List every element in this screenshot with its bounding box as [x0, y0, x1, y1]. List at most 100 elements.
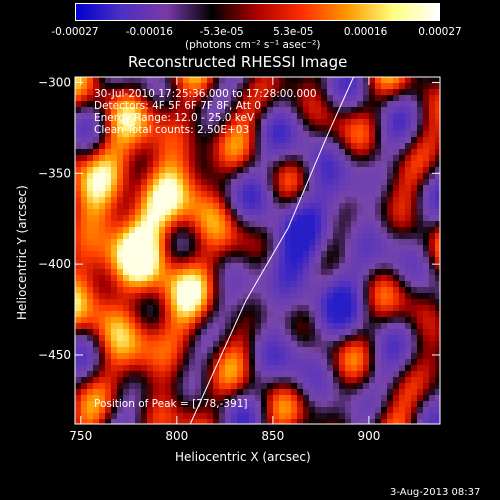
heatmap-cell	[333, 185, 340, 192]
heatmap-cell	[351, 173, 358, 180]
heatmap-cell	[255, 293, 262, 300]
heatmap-cell	[183, 383, 190, 390]
heatmap-cell	[99, 179, 106, 186]
heatmap-cell	[381, 317, 388, 324]
heatmap-cell	[417, 89, 424, 96]
heatmap-cell	[363, 221, 370, 228]
heatmap-cell	[411, 113, 418, 120]
heatmap-cell	[195, 173, 202, 180]
heatmap-cell	[243, 269, 250, 276]
heatmap-cell	[75, 287, 82, 294]
heatmap-cell	[201, 245, 208, 252]
heatmap-cell	[213, 215, 220, 222]
heatmap-cell	[177, 287, 184, 294]
heatmap-cell	[285, 251, 292, 258]
heatmap-cell	[219, 77, 226, 84]
heatmap-cell	[225, 347, 232, 354]
heatmap-cell	[363, 113, 370, 120]
heatmap-cell	[423, 263, 430, 270]
heatmap-cell	[99, 335, 106, 342]
heatmap-cell	[393, 383, 400, 390]
heatmap-cell	[93, 239, 100, 246]
heatmap-cell	[351, 263, 358, 270]
heatmap-cell	[93, 371, 100, 378]
heatmap-cell	[135, 299, 142, 306]
heatmap-cell	[159, 305, 166, 312]
heatmap-cell	[183, 365, 190, 372]
heatmap-cell	[117, 305, 124, 312]
heatmap-cell	[87, 365, 94, 372]
heatmap-cell	[183, 257, 190, 264]
heatmap-cell	[315, 77, 322, 84]
heatmap-cell	[273, 221, 280, 228]
heatmap-cell	[99, 215, 106, 222]
heatmap-cell	[291, 155, 298, 162]
heatmap-cell	[411, 185, 418, 192]
heatmap-cell	[129, 293, 136, 300]
heatmap-cell	[87, 299, 94, 306]
heatmap-cell	[237, 251, 244, 258]
heatmap-cell	[87, 383, 94, 390]
heatmap-cell	[255, 269, 262, 276]
heatmap-cell	[171, 77, 178, 84]
heatmap-cell	[93, 185, 100, 192]
heatmap-cell	[231, 263, 238, 270]
heatmap-cell	[105, 149, 112, 156]
heatmap-cell	[243, 293, 250, 300]
heatmap-cell	[279, 221, 286, 228]
heatmap-cell	[99, 149, 106, 156]
heatmap-cell	[195, 137, 202, 144]
heatmap-cell	[363, 269, 370, 276]
heatmap-cell	[279, 407, 286, 414]
heatmap-cell	[309, 209, 316, 216]
heatmap-cell	[309, 371, 316, 378]
heatmap-cell	[261, 155, 268, 162]
heatmap-cell	[357, 209, 364, 216]
heatmap-cell	[87, 335, 94, 342]
heatmap-cell	[171, 233, 178, 240]
heatmap-cell	[135, 389, 142, 396]
heatmap-cell	[399, 329, 406, 336]
heatmap-cell	[399, 353, 406, 360]
heatmap-cell	[153, 227, 160, 234]
heatmap-cell	[315, 293, 322, 300]
heatmap-cell	[339, 371, 346, 378]
heatmap-cell	[123, 137, 130, 144]
heatmap-cell	[429, 119, 436, 126]
heatmap-cell	[315, 359, 322, 366]
heatmap-cell	[285, 197, 292, 204]
heatmap-cell	[351, 377, 358, 384]
heatmap-cell	[375, 299, 382, 306]
heatmap-cell	[219, 413, 226, 420]
heatmap-cell	[435, 191, 440, 198]
heatmap-cell	[423, 413, 430, 420]
heatmap-cell	[153, 137, 160, 144]
heatmap-cell	[279, 287, 286, 294]
heatmap-cell	[261, 329, 268, 336]
heatmap-cell	[75, 275, 82, 282]
heatmap-cell	[279, 197, 286, 204]
heatmap-cell	[429, 359, 436, 366]
heatmap-cell	[291, 101, 298, 108]
heatmap-cell	[159, 227, 166, 234]
heatmap-cell	[93, 173, 100, 180]
heatmap-cell	[411, 143, 418, 150]
heatmap-cell	[171, 269, 178, 276]
heatmap-cell	[177, 317, 184, 324]
heatmap-cell	[81, 347, 88, 354]
heatmap-cell	[165, 77, 172, 84]
heatmap-cell	[423, 185, 430, 192]
heatmap-cell	[381, 173, 388, 180]
heatmap-cell	[315, 323, 322, 330]
heatmap-cell	[435, 341, 440, 348]
heatmap-cell	[87, 371, 94, 378]
heatmap-cell	[333, 335, 340, 342]
heatmap-cell	[279, 263, 286, 270]
heatmap-cell	[273, 407, 280, 414]
heatmap-cell	[93, 383, 100, 390]
heatmap-cell	[75, 257, 82, 264]
heatmap-cell	[351, 197, 358, 204]
heatmap-cell	[423, 401, 430, 408]
heatmap-cell	[345, 275, 352, 282]
heatmap-cell	[423, 215, 430, 222]
